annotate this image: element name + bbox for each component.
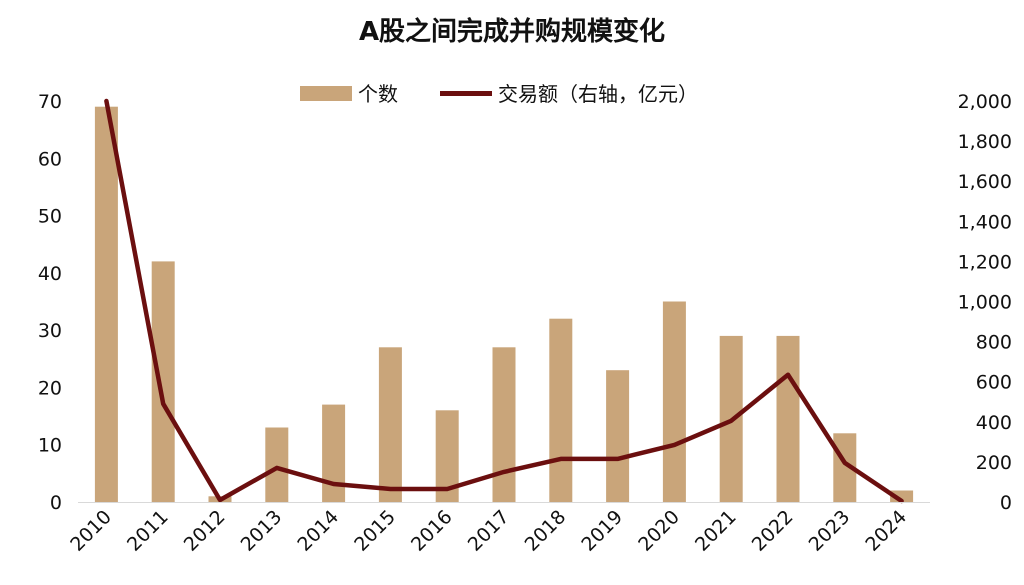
legend-label-bar: 个数 xyxy=(358,82,398,106)
y-left-tick: 0 xyxy=(50,492,62,514)
bar-2017 xyxy=(492,347,516,502)
y-right-tick: 1,400 xyxy=(958,211,1012,233)
x-axis: 2010 2011 2012 2013 2014 2015 2016 2017 2018 2019… xyxy=(66,502,930,556)
legend: 个数 交易额（右轴，亿元） xyxy=(300,82,698,106)
x-tick: 2013 xyxy=(237,506,287,556)
bar-2016 xyxy=(435,410,459,502)
y-right-tick: 0 xyxy=(1000,492,1012,514)
y-left-tick: 50 xyxy=(38,206,62,228)
bar-2010 xyxy=(94,106,118,502)
x-tick: 2014 xyxy=(293,506,343,556)
bar-2011 xyxy=(151,261,175,502)
chart-title: A股之间完成并购规模变化 xyxy=(359,16,665,47)
bar-2019 xyxy=(606,370,630,502)
x-tick: 2021 xyxy=(691,506,741,556)
bar-series xyxy=(94,106,914,502)
x-tick: 2024 xyxy=(861,506,911,556)
y-right-tick: 400 xyxy=(976,412,1012,434)
bar-2020 xyxy=(662,301,686,502)
bar-2013 xyxy=(265,427,289,502)
x-tick: 2011 xyxy=(123,506,173,556)
y-axis-left: 0 10 20 30 40 50 60 70 xyxy=(38,91,62,514)
bar-2022 xyxy=(776,335,800,502)
y-left-tick: 70 xyxy=(38,91,62,113)
x-tick: 2012 xyxy=(180,506,230,556)
bar-2024 xyxy=(890,490,914,502)
x-tick: 2020 xyxy=(634,506,684,556)
y-right-tick: 200 xyxy=(976,452,1012,474)
bar-2014 xyxy=(322,404,346,502)
bar-2018 xyxy=(549,318,573,502)
x-tick: 2018 xyxy=(521,506,571,556)
y-right-tick: 1,000 xyxy=(958,292,1012,314)
y-right-tick: 2,000 xyxy=(958,91,1012,113)
legend-swatch-bar xyxy=(300,86,352,101)
bar-2015 xyxy=(378,347,402,502)
x-tick: 2015 xyxy=(350,506,400,556)
y-left-tick: 10 xyxy=(38,435,62,457)
x-tick: 2016 xyxy=(407,506,457,556)
x-tick: 2010 xyxy=(66,506,116,556)
y-right-tick: 1,600 xyxy=(958,171,1012,193)
y-left-tick: 20 xyxy=(38,377,62,399)
y-left-tick: 30 xyxy=(38,320,62,342)
legend-label-line: 交易额（右轴，亿元） xyxy=(498,82,698,106)
x-tick: 2017 xyxy=(464,506,514,556)
y-right-tick: 600 xyxy=(976,372,1012,394)
x-tick: 2019 xyxy=(577,506,627,556)
x-tick: 2022 xyxy=(748,506,798,556)
line-series xyxy=(104,98,904,504)
y-right-tick: 800 xyxy=(976,332,1012,354)
x-tick: 2023 xyxy=(805,506,855,556)
y-right-tick: 1,800 xyxy=(958,131,1012,153)
y-left-tick: 40 xyxy=(38,263,62,285)
y-left-tick: 60 xyxy=(38,148,62,170)
y-axis-right: 0 200 400 600 800 1,000 1,200 1,400 1,600 1,800 2,… xyxy=(958,91,1012,514)
y-right-tick: 1,200 xyxy=(958,251,1012,273)
